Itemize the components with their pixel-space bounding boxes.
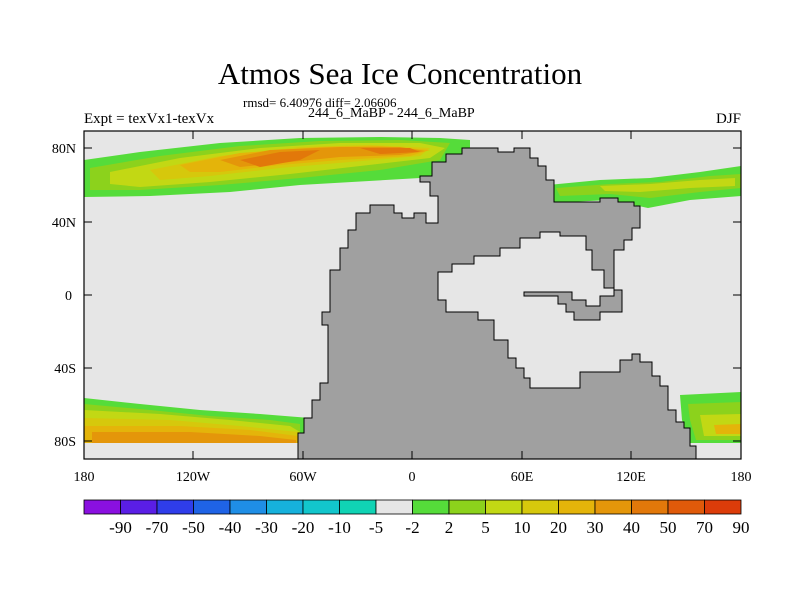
case-label: 244_6_MaBP - 244_6_MaBP [308, 106, 475, 121]
land-mask [297, 147, 697, 460]
lon-label-120e: 120E [616, 470, 646, 485]
lon-label-0: 0 [409, 470, 416, 485]
colorbar-label: -5 [369, 518, 383, 537]
colorbar-label: 90 [733, 518, 750, 537]
colorbar-swatch [339, 499, 377, 515]
experiment-label: Expt = texVx1-texVx [84, 111, 215, 127]
colorbar-label: -30 [255, 518, 278, 537]
colorbar-swatch [704, 499, 742, 515]
colorbar-label: 5 [481, 518, 490, 537]
colorbar-label: -20 [292, 518, 315, 537]
colorbar-swatch [156, 499, 194, 515]
colorbar-label: 10 [514, 518, 531, 537]
colorbar-swatch [302, 499, 340, 515]
colorbar-swatch [448, 499, 486, 515]
colorbar-label: 2 [445, 518, 454, 537]
colorbar-swatch [193, 499, 231, 515]
lat-label-40s: 40S [54, 362, 76, 377]
lat-label-40n: 40N [52, 216, 76, 231]
lon-axis: 180 120W 60W 0 60E 120E 180 [74, 131, 752, 485]
colorbar-swatch [631, 499, 669, 515]
colorbar-swatch [375, 499, 413, 515]
colorbar-label: -10 [328, 518, 351, 537]
colorbar-swatch [558, 499, 596, 515]
colorbar-label: 50 [660, 518, 677, 537]
colorbar-label: -40 [219, 518, 242, 537]
plot-title: Atmos Sea Ice Concentration [217, 56, 583, 91]
lon-label-60e: 60E [511, 470, 534, 485]
colorbar-swatch [266, 499, 304, 515]
arctic-ice-anomaly [84, 137, 741, 208]
lon-label-180e: 180 [731, 470, 752, 485]
colorbar-swatch [229, 499, 267, 515]
colorbar-swatch [485, 499, 523, 515]
colorbar-label: -2 [405, 518, 419, 537]
antarctic-ice-anomaly [84, 392, 741, 443]
lat-label-80s: 80S [54, 435, 76, 450]
colorbar: -90 -70 -50 -40 -30 -20 -10 -5 -2 2 5 10 20 30 40 50 70 9… [83, 499, 750, 537]
colorbar-label: -90 [109, 518, 132, 537]
lat-axis: 80N 40N 0 40S 80S [52, 142, 741, 450]
colorbar-label: 20 [550, 518, 567, 537]
lat-label-0: 0 [65, 289, 72, 304]
stats-label: rmsd= 6.40976 diff= 2.06606 [243, 95, 397, 110]
colorbar-swatch [594, 499, 632, 515]
colorbar-swatch [412, 499, 450, 515]
colorbar-swatch [120, 499, 158, 515]
lon-label-180w: 180 [74, 470, 95, 485]
colorbar-swatch [667, 499, 705, 515]
colorbar-swatch [83, 499, 121, 515]
lon-label-120w: 120W [176, 470, 211, 485]
season-label: DJF [715, 111, 741, 127]
colorbar-label: -70 [146, 518, 169, 537]
lat-label-80n: 80N [52, 142, 76, 157]
colorbar-label: 30 [587, 518, 604, 537]
colorbar-swatch [521, 499, 559, 515]
colorbar-label: 70 [696, 518, 713, 537]
colorbar-label: -50 [182, 518, 205, 537]
colorbar-label: 40 [623, 518, 640, 537]
lon-label-60w: 60W [289, 470, 317, 485]
